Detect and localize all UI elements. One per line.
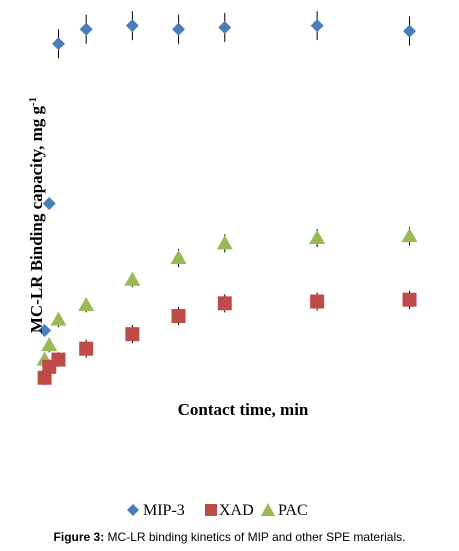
legend-label-pac: PAC — [278, 502, 308, 519]
legend-item-pac: PAC — [261, 502, 308, 519]
marker-mip-3-1 — [42, 197, 56, 210]
figure-caption: Figure 3: MC-LR binding kinetics of MIP … — [0, 530, 459, 544]
marker-xad-3 — [79, 341, 94, 356]
marker-mip-3-5 — [172, 22, 186, 36]
y-axis-title: MC-LR Binding capacity, mg g-1 — [27, 97, 46, 333]
marker-pac-5 — [170, 249, 187, 264]
chart: MC-LR Binding capacity, mg g-1 Contact t… — [27, 11, 418, 519]
figure-caption-text: MC-LR binding kinetics of MIP and other … — [104, 530, 406, 544]
marker-xad-4 — [125, 327, 140, 342]
figure-caption-label: Figure 3: — [53, 530, 105, 544]
marker-xad-6 — [217, 296, 232, 311]
marker-mip-3-8 — [403, 24, 417, 38]
marker-mip-3-7 — [310, 19, 324, 33]
marker-mip-3-3 — [79, 22, 93, 36]
marker-pac-3 — [78, 297, 95, 312]
marker-pac-4 — [124, 271, 141, 286]
marker-mip-3-0 — [38, 324, 52, 338]
legend-label-xad: XAD — [219, 502, 254, 519]
legend-marker-xad — [205, 504, 217, 516]
x-axis-title: Contact time, min — [178, 400, 309, 419]
legend-marker-pac — [261, 503, 275, 516]
marker-mip-3-4 — [125, 19, 139, 33]
marker-pac-2 — [50, 311, 67, 326]
data-markers — [36, 19, 418, 385]
legend: MIP-3 XAD PAC — [127, 502, 308, 519]
marker-mip-3-2 — [51, 37, 65, 51]
legend-label-mip-3: MIP-3 — [143, 502, 185, 519]
marker-xad-7 — [310, 294, 325, 309]
marker-xad-8 — [402, 292, 417, 307]
marker-mip-3-6 — [218, 20, 232, 34]
legend-item-mip-3: MIP-3 — [127, 502, 185, 519]
marker-pac-1 — [41, 337, 58, 352]
marker-pac-7 — [309, 229, 326, 244]
marker-pac-8 — [401, 228, 418, 243]
legend-marker-mip-3 — [127, 504, 139, 516]
legend-item-xad: XAD — [205, 502, 254, 519]
error-bars — [44, 11, 411, 385]
marker-xad-2 — [51, 352, 66, 367]
marker-pac-6 — [216, 235, 233, 250]
marker-xad-5 — [171, 309, 186, 324]
marker-xad-0 — [37, 370, 52, 385]
